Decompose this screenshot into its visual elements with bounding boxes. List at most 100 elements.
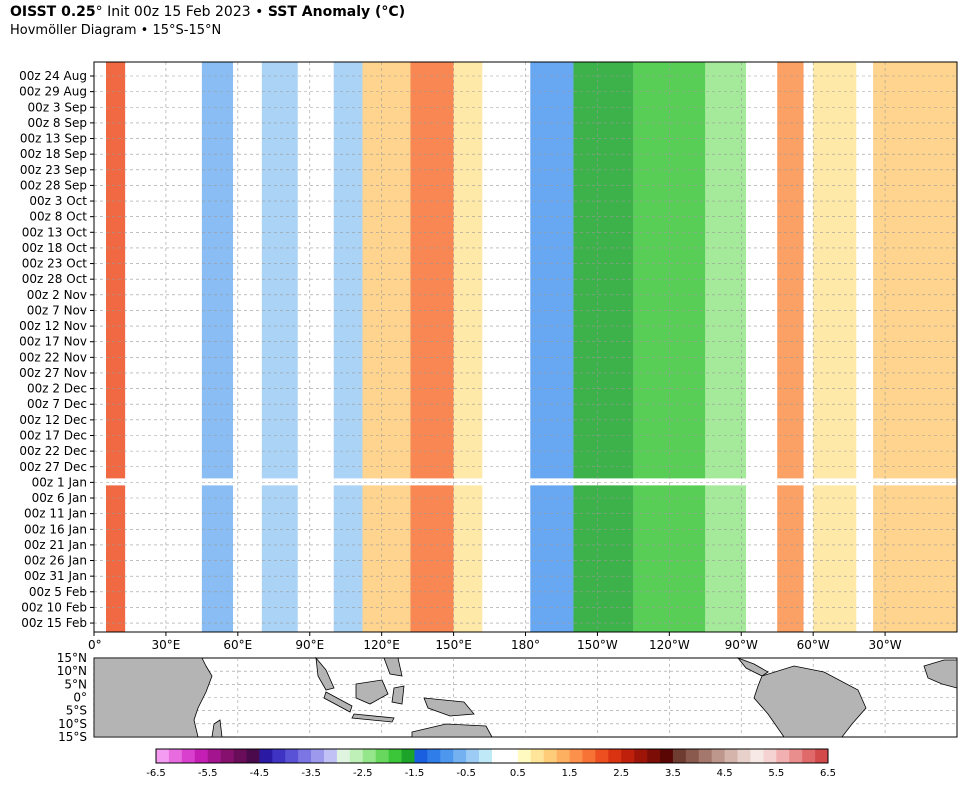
y-tick-label: 00z 27 Dec — [19, 460, 87, 474]
colorbar-tick-label: -3.5 — [301, 768, 321, 779]
colorbar-swatch — [802, 749, 816, 763]
y-tick-label: 00z 13 Oct — [22, 225, 88, 239]
y-tick-label: 00z 12 Nov — [19, 319, 87, 333]
anomaly-band — [201, 62, 234, 632]
y-tick-label: 00z 23 Sep — [20, 163, 87, 177]
map-lat-label: 0° — [73, 691, 87, 705]
title-field: SST Anomaly (°C) — [267, 4, 406, 20]
y-tick-label: 00z 12 Dec — [19, 413, 87, 427]
malay-peninsula-land — [315, 656, 335, 691]
y-tick-label: 00z 10 Feb — [21, 600, 87, 614]
missing-data-row — [94, 478, 957, 486]
colorbar-swatch — [479, 749, 493, 763]
colorbar-swatch — [259, 749, 273, 763]
colorbar-swatch — [750, 749, 764, 763]
colorbar-tick-label: -0.5 — [456, 768, 476, 779]
colorbar-swatch — [569, 749, 583, 763]
y-tick-label: 00z 8 Oct — [29, 210, 87, 224]
title-product: OISST 0.25 — [10, 4, 96, 20]
anomaly-band — [873, 62, 957, 632]
colorbar-swatch — [517, 749, 532, 763]
anomaly-band — [261, 62, 298, 632]
y-tick-label: 00z 16 Jan — [24, 522, 87, 536]
colorbar-swatch — [582, 749, 596, 763]
map-lat-label: 5°N — [64, 677, 87, 691]
y-tick-label: 00z 1 Jan — [32, 475, 87, 489]
basemap — [93, 656, 958, 738]
x-tick-label: 180° — [511, 638, 540, 652]
x-tick-label: 150°E — [435, 638, 472, 652]
colorbar-swatch — [556, 749, 570, 763]
colorbar-tick-label: 0.5 — [510, 768, 526, 779]
colorbar-swatch — [763, 749, 777, 763]
anomaly-band — [105, 62, 126, 632]
map-lat-ticks: 15°N10°N5°N0°5°S10°S15°S — [57, 651, 87, 744]
colorbar-swatch — [298, 749, 312, 763]
map-lat-label: 5°S — [66, 704, 87, 718]
borneo-land — [355, 679, 389, 705]
colorbar-swatch — [466, 749, 480, 763]
colorbar-swatch — [634, 749, 648, 763]
y-tick-label: 00z 31 Jan — [24, 569, 87, 583]
new-guinea-land — [423, 697, 475, 717]
west-africa-land — [923, 659, 958, 689]
x-tick-label: 90°W — [725, 638, 758, 652]
colorbar-swatch — [595, 749, 609, 763]
colorbar-swatch — [711, 749, 725, 763]
chart-subtitle: Hovmöller Diagram • 15°S-15°N — [10, 23, 222, 38]
colorbar-tick-label: 3.5 — [665, 768, 681, 779]
colorbar-swatch — [414, 749, 428, 763]
anomaly-band — [410, 62, 454, 632]
y-tick-label: 00z 2 Nov — [27, 288, 87, 302]
anomaly-band — [530, 62, 574, 632]
colorbar-tick-label: 2.5 — [613, 768, 629, 779]
colorbar-frame — [155, 748, 829, 764]
y-tick-label: 00z 7 Dec — [27, 397, 87, 411]
colorbar-swatch — [233, 749, 247, 763]
central-america-land — [736, 657, 769, 677]
y-tick-label: 00z 13 Sep — [20, 132, 87, 146]
y-tick-label: 00z 28 Oct — [22, 272, 88, 286]
chart-title: OISST 0.25° Init 00z 15 Feb 2023 • SST A… — [10, 4, 405, 21]
colorbar: -6.5 -5.5 -4.5 -3.5 -2.5 -1.5 -0.5 0.5 1.5 2.5 3.5… — [146, 748, 836, 779]
y-tick-label: 00z 22 Nov — [19, 350, 87, 364]
colorbar-swatch — [789, 749, 803, 763]
colorbar-tick-label: -5.5 — [198, 768, 218, 779]
x-tick-label: 150°W — [577, 638, 618, 652]
y-tick-label: 00z 8 Sep — [28, 116, 87, 130]
x-tick-label: 30°E — [151, 638, 180, 652]
philippines-land — [383, 657, 403, 677]
colorbar-swatch — [492, 749, 506, 763]
anomaly-band — [777, 62, 804, 632]
colorbar-tick-label: -4.5 — [250, 768, 270, 779]
colorbar-tick-label: 1.5 — [562, 768, 578, 779]
colorbar-tick-label: 6.5 — [820, 768, 836, 779]
colorbar-swatch — [362, 749, 376, 763]
map-lat-label: 15°S — [58, 730, 87, 744]
y-tick-label: 00z 23 Oct — [22, 257, 88, 271]
colorbar-tick-label: -2.5 — [353, 768, 373, 779]
y-tick-label: 00z 28 Sep — [20, 178, 87, 192]
colorbar-swatch — [156, 749, 170, 763]
madagascar-land — [211, 719, 223, 738]
colorbar-swatch — [685, 749, 700, 763]
colorbar-swatch — [181, 749, 196, 763]
y-tick-label: 00z 17 Nov — [19, 335, 87, 349]
y-tick-label: 00z 3 Sep — [28, 100, 87, 114]
colorbar-swatch — [724, 749, 738, 763]
y-tick-label: 00z 2 Dec — [27, 382, 87, 396]
title-init: ° Init 00z 15 Feb 2023 • — [95, 4, 264, 20]
colorbar-swatch — [324, 749, 338, 763]
y-tick-label: 00z 21 Jan — [24, 538, 87, 552]
map-lat-label: 15°N — [57, 651, 87, 665]
colorbar-tick-label: 4.5 — [717, 768, 733, 779]
colorbar-swatch — [349, 749, 364, 763]
colorbar-swatch — [375, 749, 389, 763]
colorbar-swatch — [220, 749, 234, 763]
colorbar-swatch — [815, 749, 829, 763]
colorbar-swatch — [504, 749, 519, 763]
x-tick-label: 90°E — [295, 638, 324, 652]
map-lat-label: 10°S — [58, 717, 87, 731]
anomaly-band — [333, 62, 363, 632]
